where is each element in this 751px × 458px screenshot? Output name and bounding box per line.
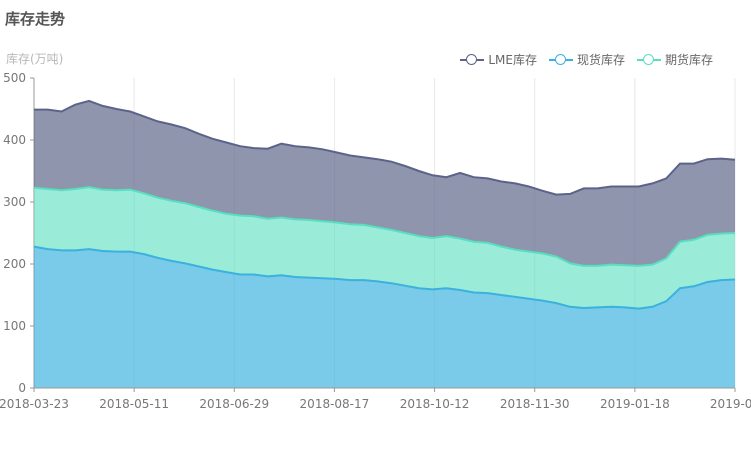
x-tick-label: 2018-08-17	[300, 397, 370, 411]
legend-item-futures[interactable]: 期货库存	[636, 51, 713, 68]
legend-marker-icon	[636, 53, 661, 66]
x-tick-label: 2018-06-29	[199, 397, 269, 411]
x-tick-label: 2018-11-30	[500, 397, 570, 411]
y-tick-label: 100	[3, 319, 26, 333]
line-lme	[34, 99, 736, 196]
x-tick-label: 2018-05-11	[99, 397, 169, 411]
legend-marker-icon	[548, 53, 573, 66]
y-tick-label: 500	[3, 71, 26, 85]
legend-marker-icon	[460, 53, 485, 66]
x-tick-label: 2018-03-23	[0, 397, 69, 411]
legend-label-futures: 期货库存	[664, 53, 713, 67]
chart-title: 库存走势	[5, 10, 66, 28]
legend: LME库存 现货库存 期货库存	[460, 51, 713, 68]
legend-label-lme: LME库存	[488, 53, 537, 67]
area-lme	[34, 100, 735, 266]
y-axis-label: 库存(万吨)	[6, 52, 64, 66]
y-tick-label: 400	[3, 133, 26, 147]
y-tick-label: 0	[18, 381, 26, 395]
legend-item-spot[interactable]: 现货库存	[548, 51, 625, 68]
area-spot	[34, 246, 735, 388]
legend-item-lme[interactable]: LME库存	[460, 51, 537, 68]
x-tick-label: 2019-01-18	[600, 397, 670, 411]
x-tick-label: 2018-10-12	[400, 397, 470, 411]
line-futures	[33, 186, 736, 267]
legend-label-spot: 现货库存	[576, 53, 625, 67]
y-tick-label: 300	[3, 195, 26, 209]
area-futures	[34, 187, 735, 309]
x-tick-label: 2019-03	[710, 397, 751, 411]
y-tick-label: 200	[3, 257, 26, 271]
line-spot	[33, 245, 736, 310]
